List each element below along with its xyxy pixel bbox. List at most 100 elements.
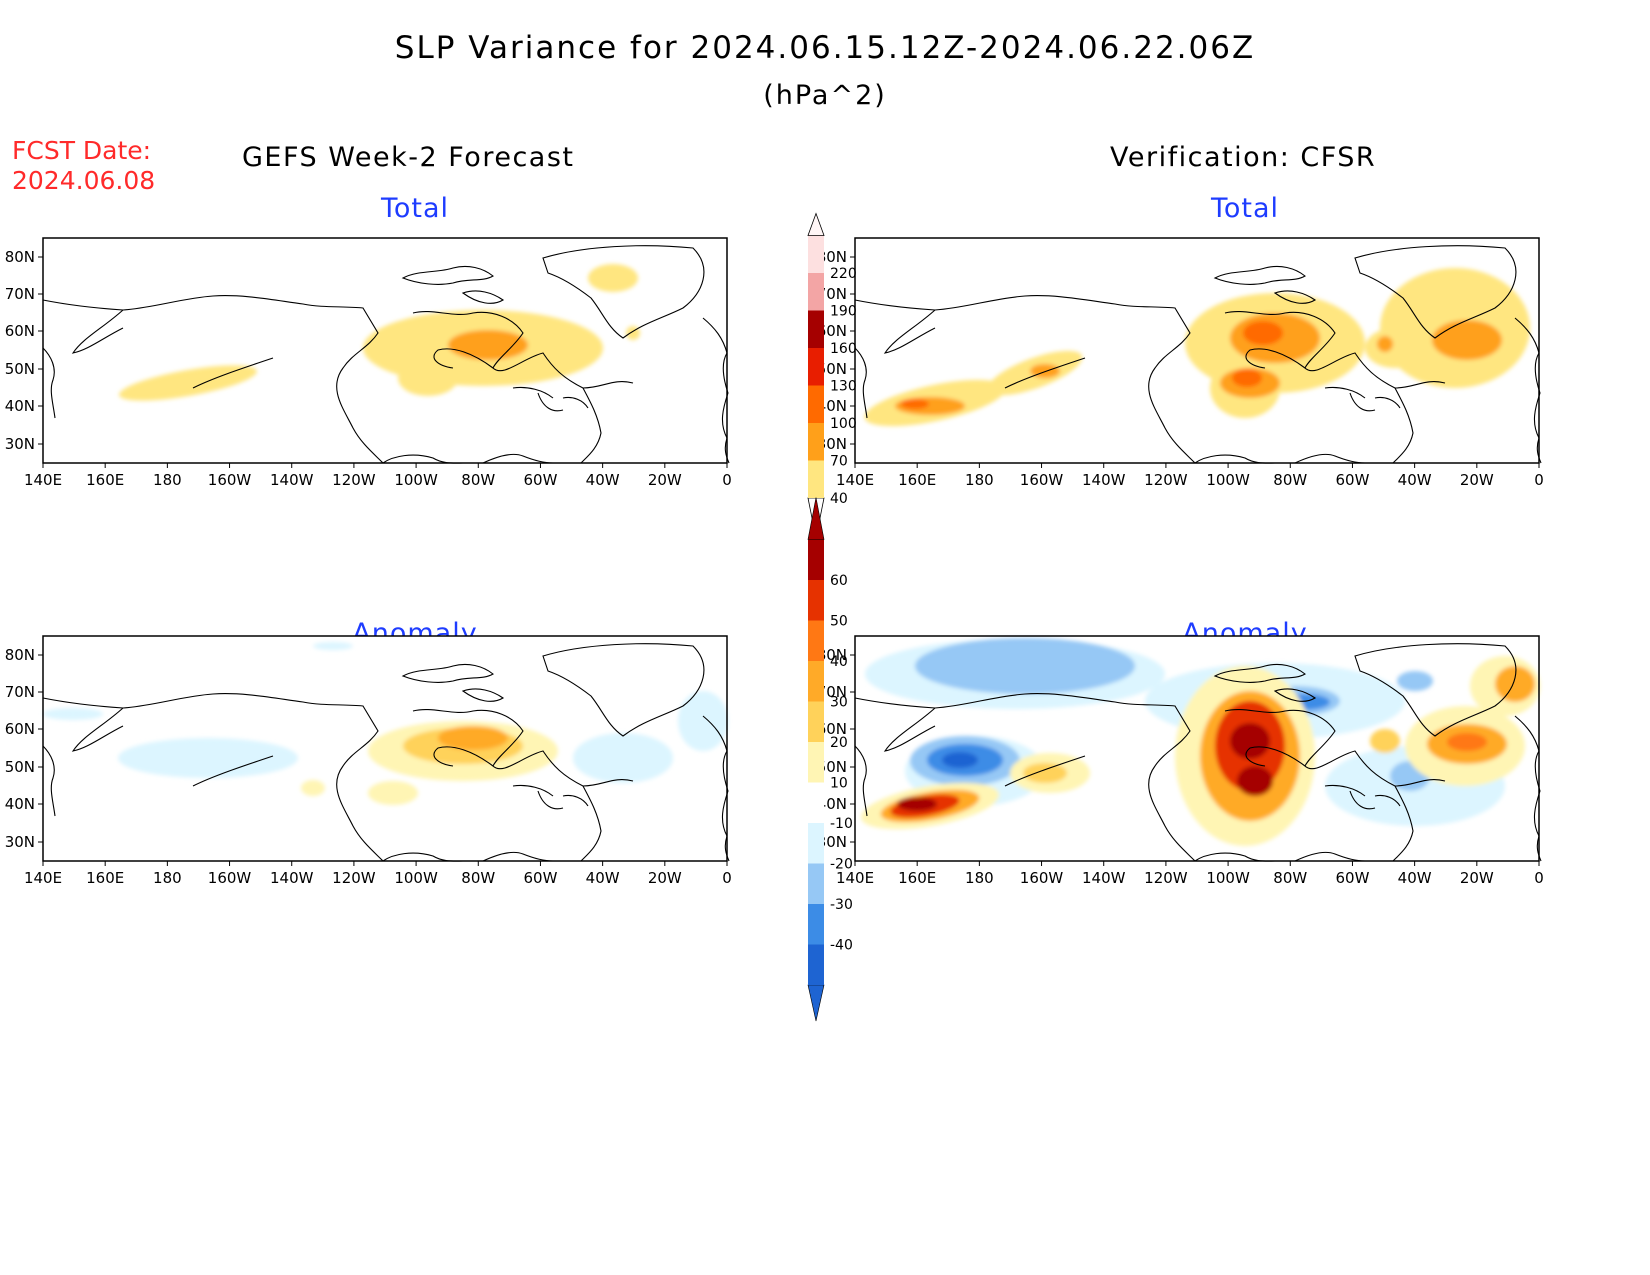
- colorbar-anomaly-swatch: [808, 620, 824, 661]
- panel-title-verification-total: Total: [1210, 193, 1280, 224]
- lon-tick-label: 160W: [1020, 869, 1064, 887]
- lat-tick-label: 50N: [817, 758, 847, 776]
- colorbar-anomaly-swatch: [808, 944, 824, 985]
- lon-tick-label: 140W: [1082, 471, 1126, 489]
- lon-tick-label: 40W: [1398, 869, 1432, 887]
- lat-tick-label: 60N: [5, 720, 35, 738]
- colorbar-anomaly-label: 20: [830, 735, 848, 751]
- lon-tick-label: 40W: [586, 471, 620, 489]
- lon-tick-label: 100W: [394, 869, 438, 887]
- lon-tick-label: 0: [722, 471, 732, 489]
- colorbar-total-label: 100: [830, 416, 857, 432]
- colorbar-anomaly-swatch: [808, 823, 824, 864]
- lat-tick-label: 70N: [817, 683, 847, 701]
- colorbar-anomaly-swatch: [808, 701, 824, 742]
- lat-tick-label: 80N: [817, 646, 847, 664]
- forecast-date-block: FCST Date: 2024.06.08: [12, 136, 155, 196]
- lon-tick-label: 180: [153, 471, 182, 489]
- colorbar-anomaly-label: 40: [830, 654, 848, 670]
- lat-tick-label: 70N: [817, 285, 847, 303]
- lon-tick-label: 40W: [1398, 471, 1432, 489]
- colorbar-total-label: 190: [830, 304, 857, 320]
- colorbar-total-label: 160: [830, 341, 857, 357]
- lon-tick-label: 160E: [86, 869, 124, 887]
- lon-tick-label: 140E: [24, 869, 62, 887]
- colorbar-total-swatch: [808, 235, 824, 273]
- colorbar-anomaly: -40 -30 -20 -10 10 20 30 40 50 60: [807, 497, 853, 1022]
- lon-tick-label: 160E: [86, 471, 124, 489]
- lon-tick-label: 140E: [836, 869, 874, 887]
- colorbar-anomaly-label: -30: [830, 897, 853, 913]
- lon-tick-label: 140W: [1082, 869, 1126, 887]
- colorbar-total-swatch: [808, 348, 824, 386]
- lat-tick-label: 30N: [5, 435, 35, 453]
- fcst-date-label: FCST Date:: [12, 136, 152, 165]
- colorbar-total-label: 40: [830, 491, 848, 507]
- lat-tick-label: 40N: [817, 795, 847, 813]
- lon-tick-label: 120W: [332, 869, 376, 887]
- map-forecast-anomaly: [42, 635, 730, 862]
- colorbar-total-swatch: [808, 423, 824, 461]
- lat-tick-label: 60N: [817, 720, 847, 738]
- colorbar-total-label: 220: [830, 266, 857, 282]
- colorbar-anomaly-swatch: [808, 661, 824, 702]
- colorbar-anomaly-label: -40: [830, 938, 853, 954]
- map-verification-anomaly: [854, 635, 1542, 862]
- lon-tick-label: 120W: [332, 471, 376, 489]
- colorbar-anomaly-swatch: [808, 539, 824, 580]
- lon-tick-label: 180: [965, 869, 994, 887]
- lon-tick-label: 100W: [394, 471, 438, 489]
- lon-tick-label: 140E: [24, 471, 62, 489]
- units-label: (hPa^2): [763, 80, 887, 111]
- colorbar-anomaly-swatch: [808, 580, 824, 621]
- colorbar-total-swatch: [808, 385, 824, 423]
- lon-tick-label: 80W: [461, 869, 495, 887]
- lon-tick-label: 40W: [586, 869, 620, 887]
- lon-tick-label: 160W: [208, 471, 252, 489]
- lat-tick-label: 70N: [5, 683, 35, 701]
- lat-tick-label: 40N: [817, 397, 847, 415]
- colorbar-anomaly-label: -10: [830, 816, 853, 832]
- lat-tick-label: 80N: [5, 248, 35, 266]
- colorbar-anomaly-label: 50: [830, 614, 848, 630]
- lon-tick-label: 60W: [523, 471, 557, 489]
- lon-tick-label: 180: [965, 471, 994, 489]
- lon-tick-label: 60W: [1335, 471, 1369, 489]
- colorbar-total-swatch: [808, 460, 824, 498]
- lon-tick-label: 0: [722, 869, 732, 887]
- lat-tick-label: 30N: [817, 833, 847, 851]
- colorbar-anomaly-swatch: [808, 904, 824, 945]
- lat-tick-label: 40N: [5, 795, 35, 813]
- lon-tick-label: 0: [1534, 471, 1544, 489]
- lat-tick-label: 80N: [5, 646, 35, 664]
- figure-title: SLP Variance for 2024.06.15.12Z-2024.06.…: [394, 30, 1256, 66]
- colorbar-anomaly-label: 10: [830, 776, 848, 792]
- lat-tick-label: 50N: [5, 758, 35, 776]
- panel-title-forecast-total: Total: [380, 193, 450, 224]
- lat-tick-label: 80N: [817, 248, 847, 266]
- lon-tick-label: 60W: [1335, 869, 1369, 887]
- lon-tick-label: 20W: [1460, 869, 1494, 887]
- fcst-date-value: 2024.06.08: [12, 166, 156, 195]
- colorbar-anomaly-label: 30: [830, 695, 848, 711]
- lon-tick-label: 160E: [898, 471, 936, 489]
- lat-tick-label: 30N: [5, 833, 35, 851]
- colorbar-anomaly-lower-arrow: [807, 984, 825, 1022]
- lon-tick-label: 100W: [1206, 471, 1250, 489]
- colorbar-anomaly-swatch: [808, 782, 824, 823]
- lat-tick-label: 50N: [817, 360, 847, 378]
- axis-tick-labels: 140E 160E 180 160W 140W 120W 100W 80W 60W 40W 20W 0…: [5, 248, 1544, 887]
- forecast-column-title: GEFS Week-2 Forecast: [242, 142, 575, 173]
- lon-tick-label: 80W: [1273, 471, 1307, 489]
- lon-tick-label: 20W: [648, 869, 682, 887]
- lat-tick-label: 30N: [817, 435, 847, 453]
- lon-tick-label: 160E: [898, 869, 936, 887]
- colorbar-total-label: 130: [830, 379, 857, 395]
- colorbar-anomaly-swatch: [808, 863, 824, 904]
- lon-tick-label: 160W: [208, 869, 252, 887]
- map-verification-total: [854, 237, 1542, 464]
- lat-tick-label: 60N: [5, 322, 35, 340]
- colorbar-anomaly-label: 60: [830, 573, 848, 589]
- lon-tick-label: 80W: [1273, 869, 1307, 887]
- colorbar-total-swatch: [808, 310, 824, 348]
